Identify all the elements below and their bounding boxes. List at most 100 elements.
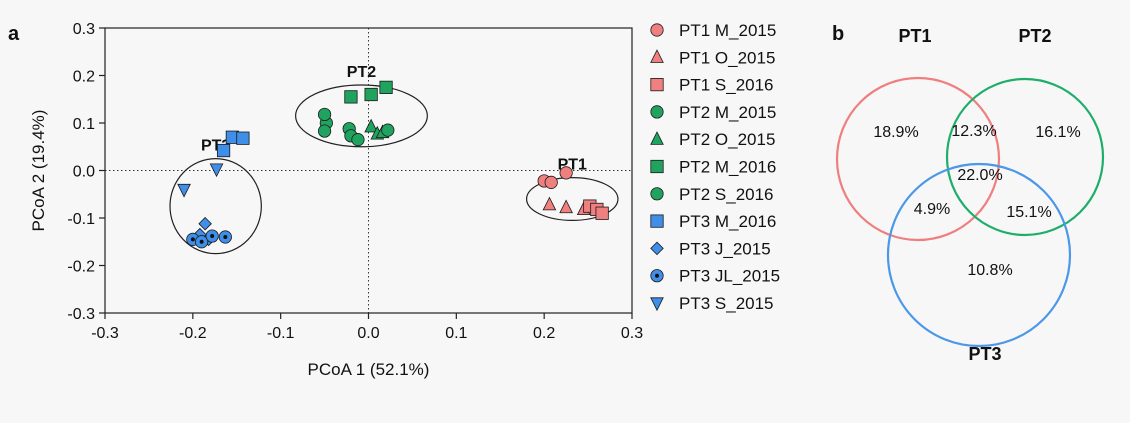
legend-marker-pt3-s-2015 — [650, 297, 664, 312]
venn-diagram: PT1 PT2 PT3 18.9% 16.1% 10.8% 12.3% 4.9% 15.1% 2… — [835, 26, 1105, 364]
point-pt1-o-2015 — [542, 196, 557, 211]
venn-region-pt3: 10.8% — [967, 262, 1012, 279]
legend-label: PT3 S_2015 — [679, 294, 774, 313]
legend-item-pt1-m-2015: PT1 M_2015 — [650, 21, 776, 40]
venn-circle-pt1 — [835, 76, 1001, 242]
legend-label: PT1 M_2015 — [679, 21, 776, 40]
legend-label: PT1 O_2015 — [679, 48, 775, 67]
venn-region-pt1-pt2-pt3: 22.0% — [957, 167, 1002, 184]
point-pt2-s-2016 — [381, 123, 395, 137]
y-axis-title: PCoA 2 (19.4%) — [29, 110, 48, 232]
venn-region-values: 18.9% 16.1% 10.8% 12.3% 4.9% 15.1% 22.0% — [873, 123, 1080, 279]
point-pt3-s-2015 — [209, 163, 224, 178]
legend-label: PT1 S_2016 — [679, 76, 774, 95]
legend-marker-pt2-m-2015 — [650, 105, 664, 119]
group-ellipse-pt2 — [294, 84, 428, 148]
point-pt2-s-2016 — [351, 133, 365, 147]
legend-item-pt2-m-2015: PT2 M_2015 — [650, 103, 776, 122]
legend-marker-pt2-m-2016 — [650, 159, 664, 174]
venn-set-label-pt3: PT3 — [968, 344, 1001, 364]
x-tick-label: 0.2 — [533, 325, 555, 342]
group-label-pt2: PT2 — [347, 64, 376, 81]
legend-item-pt3-m-2016: PT3 M_2016 — [650, 212, 776, 231]
y-tick-label: 0.2 — [73, 69, 95, 86]
legend-item-pt3-jl-2015: PT3 JL_2015 — [650, 267, 780, 286]
point-pt1-m-2015 — [544, 175, 558, 189]
point-pt2-m-2015 — [317, 124, 332, 138]
legend-item-pt1-s-2016: PT1 S_2016 — [650, 76, 774, 95]
point-pt3-jl-2015 — [218, 230, 232, 244]
point-pt3-jl-2015 — [205, 229, 219, 243]
point-pt3-s-2015 — [177, 183, 191, 198]
legend-marker-pt3-jl-2015 — [650, 269, 664, 283]
venn-circle-pt2 — [945, 77, 1105, 237]
venn-region-pt2-pt3: 15.1% — [1006, 204, 1051, 221]
point-pt2-o-2015 — [364, 118, 378, 133]
y-axis-ticks: -0.3 -0.2 -0.1 0.0 0.1 0.2 0.3 — [67, 21, 105, 323]
venn-set-labels: PT1 PT2 PT3 — [898, 26, 1051, 364]
legend-label: PT2 M_2016 — [679, 158, 776, 177]
y-tick-label: 0.0 — [73, 164, 95, 181]
venn-region-pt1-pt3: 4.9% — [914, 201, 950, 218]
point-pt1-m-2015 — [559, 166, 573, 180]
legend-item-pt2-m-2016: PT2 M_2016 — [650, 158, 776, 177]
x-axis-ticks: -0.3 -0.2 -0.1 0.0 0.1 0.2 0.3 — [91, 313, 643, 342]
legend-item-pt2-s-2016: PT2 S_2016 — [650, 185, 774, 204]
x-tick-label: -0.2 — [179, 325, 207, 342]
point-pt3-m-2016 — [216, 143, 231, 158]
venn-set-label-pt2: PT2 — [1018, 26, 1051, 46]
point-pt3-m-2016 — [236, 131, 250, 145]
legend-marker-pt2-o-2015 — [650, 131, 664, 145]
venn-circle-pt3 — [886, 162, 1072, 348]
point-pt2-m-2016 — [379, 80, 393, 94]
y-tick-label: 0.1 — [73, 116, 95, 133]
venn-region-pt1: 18.9% — [873, 124, 918, 141]
legend-label: PT3 JL_2015 — [679, 267, 780, 286]
point-pt1-o-2015 — [559, 199, 573, 214]
panel-a-label: a — [8, 23, 20, 45]
venn-region-pt1-pt2: 12.3% — [951, 123, 996, 140]
venn-set-label-pt1: PT1 — [898, 26, 931, 46]
panel-b-label: b — [832, 23, 844, 45]
y-tick-label: -0.3 — [67, 306, 95, 323]
point-pt2-s-2016 — [317, 107, 332, 122]
x-tick-label: 0.1 — [445, 325, 467, 342]
legend-label: PT3 M_2016 — [679, 212, 776, 231]
point-pt3-j-2015 — [198, 216, 212, 231]
x-tick-label: 0.3 — [621, 325, 643, 342]
x-axis-title: PCoA 1 (52.1%) — [308, 360, 430, 379]
x-tick-label: -0.3 — [91, 325, 119, 342]
y-tick-label: -0.2 — [67, 259, 95, 276]
legend-item-pt3-s-2015: PT3 S_2015 — [650, 294, 774, 313]
legend-label: PT3 J_2015 — [679, 239, 771, 258]
legend-marker-pt1-m-2015 — [650, 23, 664, 37]
x-tick-label: 0.0 — [357, 325, 379, 342]
point-pt2-m-2016 — [344, 90, 358, 104]
y-tick-label: 0.3 — [73, 21, 95, 38]
legend-marker-pt1-s-2016 — [650, 78, 664, 92]
point-pt2-m-2016 — [364, 87, 378, 102]
legend-item-pt1-o-2015: PT1 O_2015 — [650, 48, 775, 67]
data-points — [177, 80, 609, 249]
legend-marker-pt1-o-2015 — [650, 49, 664, 63]
legend-label: PT2 O_2015 — [679, 130, 775, 149]
legend-marker-pt3-j-2015 — [650, 241, 664, 256]
y-tick-label: -0.1 — [67, 211, 95, 228]
legend-marker-pt2-s-2016 — [650, 187, 664, 201]
venn-region-pt2: 16.1% — [1035, 124, 1080, 141]
legend-label: PT2 M_2015 — [679, 103, 776, 122]
group-ellipse-pt3 — [169, 158, 262, 255]
point-pt1-s-2016 — [595, 206, 609, 220]
legend-marker-pt3-m-2016 — [650, 214, 664, 228]
point-pt3-jl-2015 — [195, 235, 209, 249]
legend-item-pt3-j-2015: PT3 J_2015 — [650, 239, 771, 258]
legend-label: PT2 S_2016 — [679, 185, 774, 204]
zero-reference-lines — [105, 28, 632, 313]
legend-item-pt2-o-2015: PT2 O_2015 — [650, 130, 775, 149]
x-tick-label: -0.1 — [267, 325, 295, 342]
legend: PT1 M_2015 PT1 O_2015 PT1 S_2016 PT2 M_2015… — [650, 21, 780, 313]
group-ellipse-pt1 — [525, 177, 619, 221]
